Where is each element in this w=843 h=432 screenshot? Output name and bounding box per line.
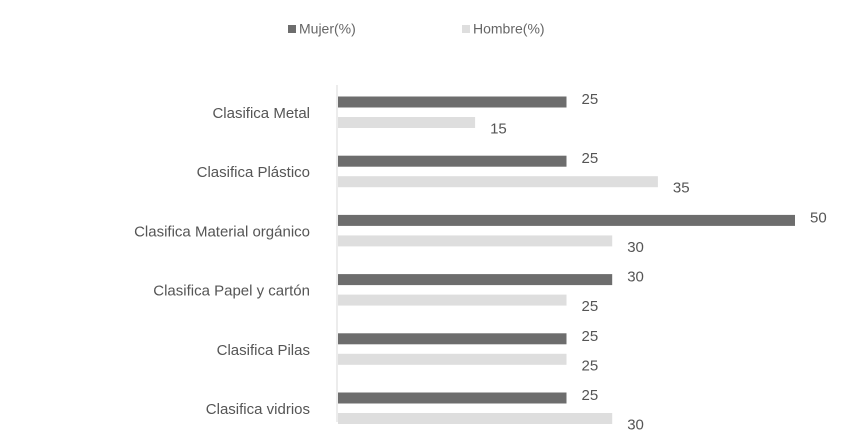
bar — [338, 117, 476, 128]
bar — [338, 176, 658, 188]
category-label: Clasifica Metal — [212, 105, 310, 122]
value-label: 30 — [627, 239, 644, 256]
value-label: 25 — [582, 150, 599, 167]
category-label: Clasifica Papel y cartón — [153, 283, 310, 300]
value-label: 30 — [627, 416, 644, 432]
category-label: Clasifica Plástico — [197, 164, 310, 181]
bar — [338, 96, 567, 108]
value-label: 25 — [582, 298, 599, 315]
value-label: 25 — [582, 91, 599, 108]
bar — [338, 294, 567, 306]
bar — [338, 413, 613, 424]
value-label: 25 — [582, 328, 599, 345]
bar — [338, 353, 567, 365]
bar — [338, 235, 613, 247]
bar — [338, 392, 567, 404]
value-label: 35 — [673, 180, 690, 197]
bar — [338, 155, 567, 167]
category-label: Clasifica Material orgánico — [134, 223, 310, 240]
legend-swatch — [462, 25, 470, 33]
bar — [338, 333, 567, 345]
bar — [338, 274, 613, 286]
category-label: Clasifica Pilas — [217, 342, 310, 359]
category-label: Clasifica vidrios — [206, 401, 310, 418]
value-label: 15 — [490, 120, 507, 137]
value-label: 30 — [627, 269, 644, 286]
legend-swatch — [288, 25, 296, 33]
bar — [338, 214, 795, 226]
value-label: 25 — [582, 357, 599, 374]
legend-label: Mujer(%) — [299, 21, 356, 37]
value-label: 25 — [582, 387, 599, 404]
legend-label: Hombre(%) — [473, 21, 545, 37]
value-label: 50 — [810, 209, 827, 226]
